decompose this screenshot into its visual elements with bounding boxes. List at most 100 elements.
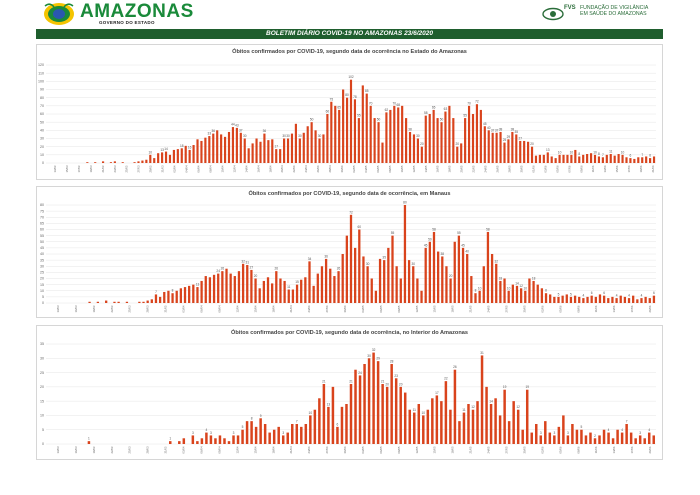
- bar: [229, 273, 232, 303]
- data-label: 10: [621, 150, 625, 154]
- bar: [357, 118, 360, 163]
- bar: [607, 432, 610, 444]
- bar: [467, 404, 470, 444]
- y-tick-label: 50: [40, 120, 44, 124]
- bar: [397, 107, 400, 163]
- bar: [408, 131, 412, 163]
- bar: [527, 141, 530, 163]
- bar: [546, 152, 549, 163]
- x-tick-label: 15/04: [253, 446, 257, 453]
- bar: [271, 139, 274, 163]
- bar: [499, 131, 502, 163]
- bar: [291, 424, 294, 444]
- bar: [175, 290, 178, 303]
- bar: [449, 409, 452, 444]
- bar: [485, 386, 488, 444]
- bar: [474, 293, 477, 303]
- bar: [365, 93, 368, 163]
- bar: [536, 284, 539, 303]
- data-label: 22: [444, 377, 448, 381]
- bar: [590, 295, 593, 303]
- bar: [652, 435, 655, 444]
- data-label: 30: [282, 134, 286, 138]
- x-tick-label: 12/04: [235, 446, 239, 453]
- bar: [535, 424, 538, 444]
- bar: [204, 137, 207, 163]
- bar: [223, 136, 227, 163]
- y-tick-label: 90: [40, 88, 44, 92]
- chart-title-manaus: Óbitos confirmados por COVID-19, segundo…: [248, 191, 451, 197]
- data-label: 3: [639, 431, 641, 435]
- bar: [499, 280, 502, 303]
- bar: [304, 424, 308, 444]
- bar: [361, 85, 364, 163]
- data-label: 6: [591, 291, 593, 295]
- x-tick-label: 25/03: [128, 446, 132, 453]
- bar: [227, 131, 231, 163]
- data-label: 20: [385, 382, 389, 386]
- bar: [154, 294, 158, 303]
- bar: [205, 432, 208, 444]
- bar: [334, 105, 337, 163]
- data-label: 34: [308, 257, 312, 261]
- x-tick-label: 20/05: [460, 165, 464, 172]
- data-label: 3: [210, 431, 212, 435]
- x-tick-label: 27/05: [505, 446, 509, 453]
- data-label: 6: [649, 154, 651, 158]
- x-tick-label: 28/05: [507, 165, 511, 172]
- bar: [557, 426, 561, 444]
- bar: [644, 296, 647, 303]
- bar: [263, 133, 266, 163]
- data-label: 7: [296, 420, 298, 424]
- agency-acronym: FVS: [564, 5, 576, 11]
- bar: [589, 432, 592, 444]
- bar: [381, 384, 384, 444]
- bar: [300, 279, 303, 303]
- bar: [476, 401, 479, 444]
- bar: [322, 384, 326, 444]
- data-label: 8: [251, 417, 253, 421]
- bar: [378, 258, 382, 303]
- bar: [498, 415, 502, 444]
- bar: [369, 105, 372, 163]
- data-label: 102: [348, 75, 354, 79]
- bar: [163, 291, 166, 303]
- bar: [246, 265, 249, 303]
- agency-name: FUNDAÇÃO DE VIGILÂNCIA EM SAÚDE DO AMAZO…: [580, 5, 660, 17]
- data-label: 26: [275, 267, 279, 271]
- bar: [220, 134, 223, 163]
- bar: [507, 290, 510, 303]
- data-label: 58: [432, 227, 436, 231]
- data-label: 45: [483, 122, 487, 126]
- y-tick-label: 0: [42, 301, 44, 305]
- data-label: 5: [581, 425, 583, 429]
- bar: [235, 127, 238, 163]
- bar: [247, 148, 250, 163]
- bar: [586, 154, 589, 163]
- bar: [453, 241, 456, 303]
- data-label: 15: [295, 280, 299, 284]
- data-label: 6: [630, 154, 632, 158]
- data-label: 4: [608, 428, 610, 432]
- x-tick-label: 30/05: [519, 165, 523, 172]
- bar: [145, 159, 148, 163]
- x-tick-label: 09/05: [397, 446, 401, 453]
- x-tick-label: 26/04: [316, 165, 320, 172]
- data-label: 27: [518, 136, 522, 140]
- x-tick-label: 19/06: [639, 165, 643, 172]
- bar: [370, 278, 373, 303]
- bar: [390, 364, 393, 444]
- bar: [432, 109, 435, 163]
- x-tick-label: 13/03: [56, 305, 60, 312]
- x-tick-label: 14/04: [244, 165, 248, 172]
- bar: [625, 157, 628, 163]
- bar: [471, 114, 475, 163]
- agency-name-line1: FUNDAÇÃO DE VIGILÂNCIA: [580, 5, 649, 11]
- bar: [495, 132, 498, 163]
- bar: [539, 435, 543, 444]
- bar: [482, 266, 485, 303]
- bar: [619, 295, 622, 303]
- x-tick-label: 20/04: [280, 165, 284, 172]
- bar: [267, 140, 270, 163]
- data-label: 8: [172, 289, 174, 293]
